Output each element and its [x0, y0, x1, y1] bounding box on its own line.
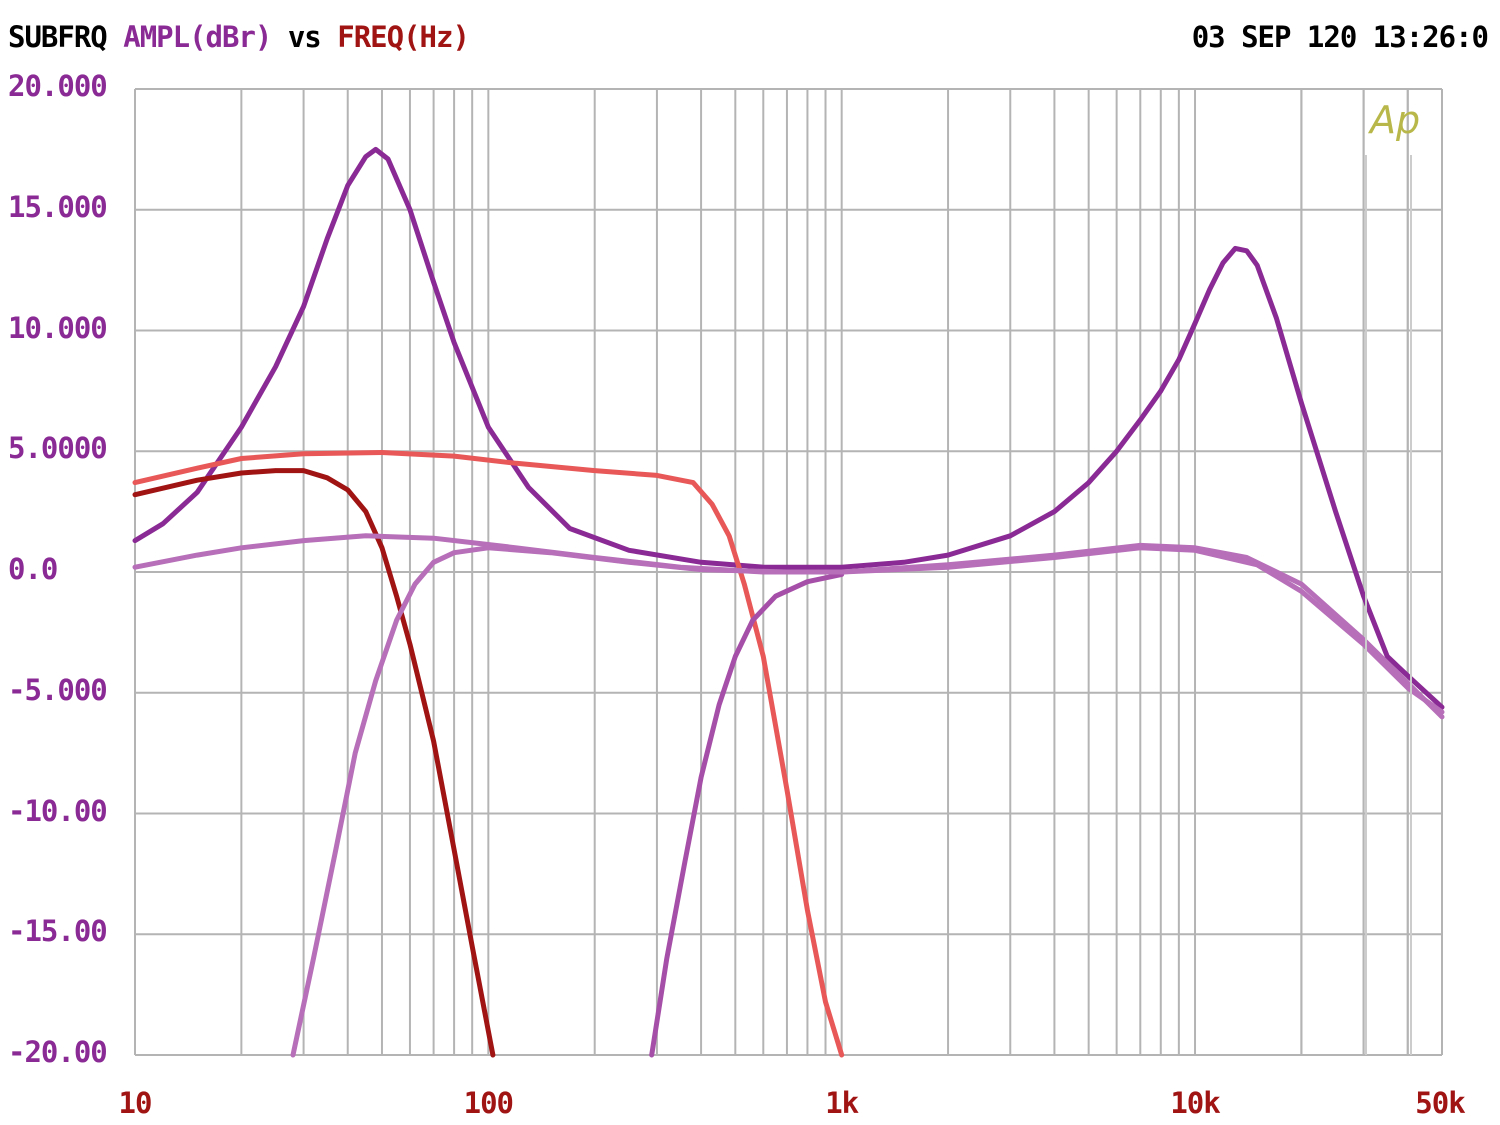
y-tick-label: 10.000 — [8, 310, 108, 345]
x-tick-label: 10k — [1170, 1086, 1220, 1120]
y-tick-label: 5.0000 — [8, 431, 108, 466]
header-subfrq: SUBFRQ — [8, 20, 108, 54]
y-tick-label: -5.000 — [8, 672, 108, 707]
header-timestamp: 03 SEP 120 13:26:0 — [1191, 20, 1489, 54]
ap-logo: Ap — [1370, 98, 1421, 142]
series-line-3 — [132, 450, 845, 1058]
header-vs: vs — [287, 20, 322, 54]
series-line-2 — [132, 468, 496, 1058]
x-tick-label: 100 — [463, 1086, 514, 1120]
x-tick-label: 1k — [825, 1086, 859, 1120]
y-tick-label: -15.00 — [8, 914, 108, 949]
x-tick-label: 50k — [1415, 1086, 1465, 1120]
ap-logo-bars — [1365, 155, 1412, 1055]
y-tick-label: 20.000 — [8, 69, 108, 103]
series-line-6 — [132, 533, 1445, 715]
y-tick-label: 15.000 — [8, 189, 108, 224]
chart-grid — [134, 88, 1443, 1056]
header-ampl: AMPL(dBr) — [123, 20, 272, 54]
series-line-5 — [290, 542, 1445, 1058]
y-tick-label: -10.00 — [8, 793, 108, 828]
x-tick-label: 10 — [118, 1086, 153, 1120]
chart-header-title: SUBFRQ AMPL(dBr) vs FREQ(Hz) — [8, 20, 470, 54]
header-freq: FREQ(Hz) — [337, 20, 470, 54]
y-tick-label: 0.0 — [8, 552, 58, 586]
chart-series — [132, 146, 1445, 1058]
y-tick-label: -20.00 — [8, 1035, 108, 1069]
series-line-1 — [132, 146, 1445, 710]
series-line-4 — [649, 571, 845, 1058]
